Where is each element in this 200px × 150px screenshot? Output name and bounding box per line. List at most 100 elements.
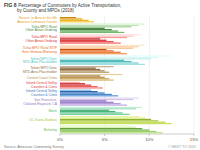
bar: [60, 34, 140, 35]
category-label: Tulsa MPO Rural STIPKern Ventura Montere…: [22, 46, 58, 54]
category-label-line: Counties & Cities: [31, 93, 57, 97]
grid-line: [149, 16, 150, 134]
bar: [60, 17, 76, 18]
bar: [60, 83, 85, 84]
y-axis: Berkeley UC Santa Barbara Marin San Francis…: [17, 16, 58, 132]
bar: [60, 87, 103, 88]
footnote: © NEXT TO 2020: [168, 145, 196, 149]
bar: [60, 69, 100, 70]
bar: [60, 78, 109, 79]
chart: 0% 5% 10% 15% Berkeley UC Santa Barbara Marin S…: [0, 0, 200, 150]
bar: [60, 85, 91, 86]
bar: [60, 28, 105, 29]
bar: [60, 53, 127, 54]
bar: [60, 111, 115, 112]
bar: [60, 70, 105, 71]
bar: [60, 35, 133, 36]
bar: [60, 90, 91, 91]
category-label-line: UC Santa Barbara: [29, 118, 57, 122]
bar: [60, 114, 130, 115]
category-label-line: Other Areas Undesig: [26, 39, 58, 43]
bar: [60, 103, 121, 104]
bar: [60, 50, 114, 51]
bar: [60, 102, 114, 103]
bar: [60, 92, 105, 93]
bar: [60, 95, 118, 96]
bar: [60, 77, 105, 78]
bar: [60, 108, 136, 109]
bar: [60, 42, 121, 43]
bar: [60, 67, 96, 68]
bar: [60, 20, 89, 21]
tick-label: 10%: [145, 137, 154, 142]
bar: [60, 32, 124, 33]
category-label-line: Other Areas Undesig: [26, 28, 58, 32]
bar: [60, 117, 145, 118]
category-label-line: Marin: [49, 109, 58, 113]
bar: [60, 107, 142, 108]
bar: [60, 61, 131, 62]
bar: [60, 82, 80, 83]
bar: [60, 75, 100, 76]
bar: [60, 45, 145, 46]
category-label-line: Counties & Cities: [31, 85, 57, 89]
bar: [60, 58, 151, 59]
bar: [60, 66, 114, 67]
category-label-line: MTD Area Placeholder: [23, 70, 58, 74]
bar: [60, 62, 139, 63]
bar: [60, 72, 109, 73]
bar: [60, 23, 145, 24]
bar: [60, 49, 106, 50]
bar: [60, 21, 94, 22]
bar: [60, 60, 124, 61]
source: Source: American Community Survey: [4, 145, 64, 149]
category-label-line: MTD Area Placeholder: [23, 60, 58, 64]
category-label: Inland Central ValleyCounties & Cities: [26, 81, 57, 89]
category-label: Marin: [49, 109, 58, 113]
tick-label: 15%: [190, 137, 199, 142]
bar: [60, 127, 136, 128]
bar: [60, 116, 139, 117]
bar: [60, 86, 98, 87]
bar: [60, 131, 156, 132]
bar: [60, 30, 118, 31]
tick-label: 5%: [102, 137, 108, 142]
bar: [60, 55, 172, 56]
bar: [60, 104, 127, 105]
category-label-line: America Commute Counts: [17, 20, 57, 24]
category-label: Berkeley: [44, 128, 57, 132]
bar: [60, 125, 130, 126]
bar: [60, 99, 133, 100]
subtitle-line: by County and MPOs (2018): [17, 8, 75, 13]
x-axis: 0% 5% 10% 15%: [57, 134, 198, 142]
category-label: Tulsa MPO RuralOther Areas Undesig: [26, 25, 58, 33]
bar: [60, 64, 145, 65]
bar: [60, 122, 165, 123]
grid: [60, 16, 194, 134]
bar: [60, 94, 112, 95]
category-label: San Francisco-Oakland-Hayward, CA: [23, 98, 57, 106]
bar: [60, 40, 106, 41]
category-label-line: Berkeley: [44, 128, 57, 132]
bar: [60, 91, 98, 92]
bar: [60, 123, 172, 124]
bars: [60, 17, 172, 133]
bar: [60, 57, 158, 58]
bar: [60, 48, 133, 49]
bar: [60, 41, 114, 42]
category-label: Tulsa MPO RuralOther Areas Undesig: [26, 35, 58, 43]
category-label: Tahoe MPO DescMTD Area Placeholder: [23, 66, 58, 74]
bar: [60, 129, 149, 130]
bar: [60, 74, 123, 75]
bar: [60, 25, 139, 26]
category-label: Source: in Area at the 4thAmerica Commut…: [17, 16, 57, 24]
bar: [60, 119, 151, 120]
category-label: Central Coast Cities: [27, 76, 57, 80]
bar: [60, 38, 100, 39]
category-label-line: Oakland-Hayward, CA: [23, 102, 57, 106]
axis-line: [60, 134, 194, 135]
category-label: Inland Central ValleyCounties & Cities: [26, 89, 57, 97]
tick-label: 0%: [57, 137, 63, 142]
category-label-line: Kern Ventura Monterey: [22, 50, 57, 54]
category-label: UC Santa Barbara: [29, 118, 57, 122]
